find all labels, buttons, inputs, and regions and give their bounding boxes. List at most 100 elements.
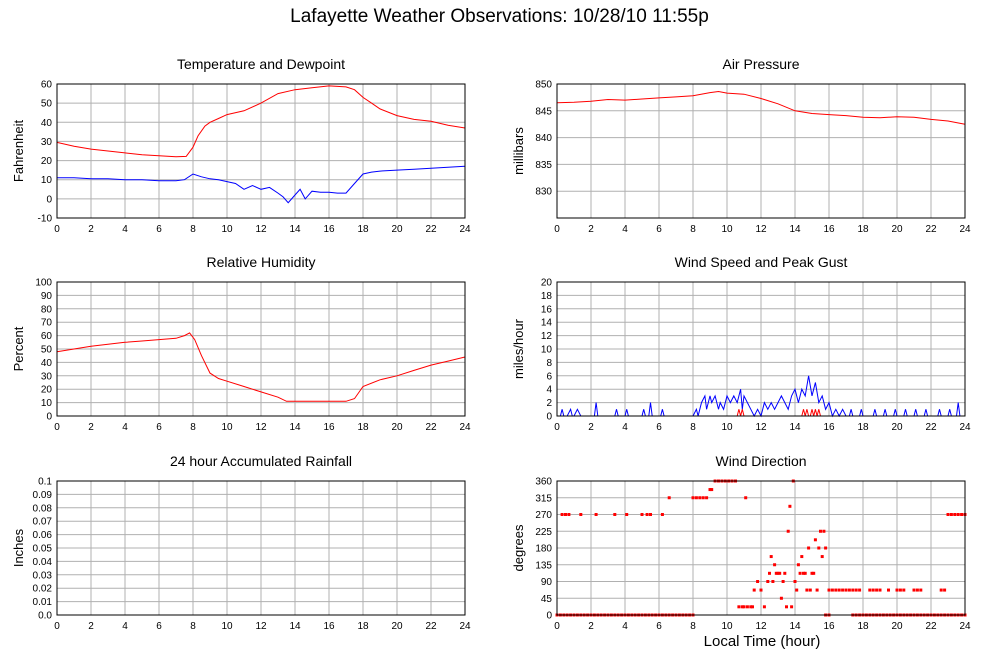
x-tick-label: 18 — [857, 621, 869, 632]
data-point — [817, 546, 821, 550]
x-tick-label: 20 — [391, 621, 403, 632]
x-tick-label: 0 — [54, 422, 60, 433]
x-tick-label: 22 — [925, 224, 937, 235]
data-point — [819, 529, 822, 533]
data-point — [742, 605, 746, 609]
data-point — [564, 513, 567, 516]
y-tick-label: 0 — [46, 412, 52, 423]
data-point — [625, 513, 629, 516]
data-point — [895, 588, 899, 592]
y-tick-label: 830 — [535, 187, 552, 198]
data-point — [813, 538, 817, 542]
data-point — [800, 555, 804, 559]
data-point — [796, 563, 800, 567]
x-tick-label: 6 — [156, 422, 162, 433]
x-tick-label: 24 — [459, 422, 471, 433]
data-point — [902, 588, 906, 592]
x-tick-label: 14 — [289, 422, 301, 433]
x-tick-label: 0 — [554, 621, 560, 632]
data-point — [773, 563, 777, 567]
x-tick-label: 0 — [554, 422, 560, 433]
data-point — [737, 605, 741, 609]
plot-frame — [56, 480, 466, 616]
data-point — [660, 513, 664, 516]
chart-title: Air Pressure — [722, 56, 799, 72]
data-point — [694, 496, 698, 500]
data-point — [778, 571, 782, 575]
x-tick-label: 22 — [925, 621, 937, 632]
y-tick-label: 850 — [535, 80, 552, 91]
data-point — [749, 605, 753, 609]
y-tick-label: 8 — [546, 358, 552, 369]
data-point — [875, 588, 879, 592]
x-tick-label: 10 — [221, 621, 233, 632]
y-tick-label: 270 — [535, 510, 552, 521]
x-tick-label: 2 — [588, 621, 594, 632]
x-tick-label: 0 — [54, 621, 60, 632]
data-point — [956, 513, 960, 516]
x-tick-label: 18 — [357, 621, 369, 632]
y-tick-label: 360 — [535, 477, 552, 488]
data-point — [649, 513, 652, 516]
x-tick-label: 2 — [88, 224, 94, 235]
x-tick-label: 10 — [721, 621, 733, 632]
x-tick-label: 2 — [588, 422, 594, 433]
data-point — [788, 504, 792, 508]
x-tick-label: 10 — [721, 422, 733, 433]
data-point — [847, 588, 851, 592]
data-point — [810, 571, 814, 575]
x-tick-label: 6 — [656, 621, 662, 632]
y-tick-label: 40 — [41, 358, 53, 369]
x-tick-label: 12 — [755, 422, 767, 433]
x-tick-label: 20 — [391, 224, 403, 235]
x-tick-label: 10 — [221, 224, 233, 235]
x-tick-label: 8 — [190, 621, 196, 632]
data-point — [710, 488, 714, 492]
y-tick-label: 225 — [535, 527, 552, 538]
data-point — [802, 571, 805, 575]
x-tick-label: 20 — [391, 422, 403, 433]
x-tick-label: 2 — [88, 621, 94, 632]
x-tick-label: 20 — [891, 224, 903, 235]
x-tick-label: 6 — [156, 621, 162, 632]
x-tick-label: 18 — [857, 224, 869, 235]
data-point — [878, 588, 882, 592]
chart-title: Relative Humidity — [207, 254, 316, 270]
y-tick-label: 14 — [541, 318, 553, 329]
x-tick-label: 12 — [255, 422, 267, 433]
x-tick-label: 18 — [357, 224, 369, 235]
data-point — [868, 588, 872, 592]
x-tick-label: 24 — [959, 224, 971, 235]
data-point — [939, 588, 943, 592]
data-point — [834, 588, 838, 592]
data-point — [783, 571, 787, 575]
x-tick-label: 16 — [823, 224, 835, 235]
x-tick-label: 2 — [588, 224, 594, 235]
x-tick-label: 8 — [190, 224, 196, 235]
data-point — [790, 605, 794, 609]
y-tick-label: 12 — [541, 331, 553, 342]
x-tick-label: 16 — [323, 422, 335, 433]
y-tick-label: 30 — [41, 137, 53, 148]
x-tick-label: 24 — [959, 621, 971, 632]
data-point — [858, 588, 862, 592]
y-tick-label: 845 — [535, 106, 552, 117]
x-tick-label: 22 — [925, 422, 937, 433]
y-axis-label: millibars — [511, 127, 526, 175]
data-point — [613, 513, 617, 516]
y-axis-label: Fahrenheit — [11, 120, 26, 183]
y-tick-label: 0.09 — [33, 490, 53, 501]
data-point — [851, 588, 855, 592]
chart-title: Wind Speed and Peak Gust — [675, 254, 848, 270]
x-tick-label: 4 — [622, 224, 628, 235]
y-tick-label: 840 — [535, 133, 552, 144]
y-tick-label: 100 — [35, 278, 52, 289]
y-tick-label: 90 — [41, 291, 53, 302]
x-tick-label: 16 — [823, 621, 835, 632]
page-title: Lafayette Weather Observations: 10/28/10… — [290, 6, 709, 27]
series-line-1 — [57, 165, 466, 204]
